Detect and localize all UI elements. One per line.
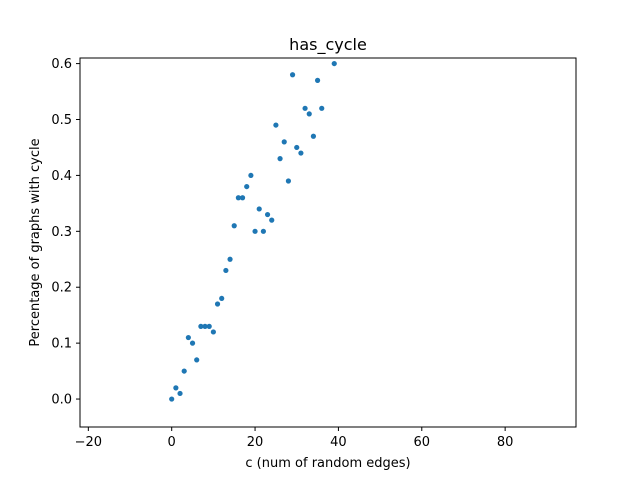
- data-point: [181, 368, 187, 374]
- data-point: [252, 228, 258, 234]
- data-point: [169, 396, 175, 402]
- plot-frame: [79, 57, 577, 428]
- data-point: [198, 323, 204, 329]
- data-point: [173, 385, 179, 391]
- x-tick-label: 20: [247, 435, 264, 450]
- data-point: [269, 217, 275, 223]
- data-point: [248, 172, 254, 179]
- x-tick-label: 0: [168, 435, 176, 450]
- data-point: [202, 323, 208, 329]
- data-point: [260, 228, 266, 234]
- data-point: [239, 195, 246, 201]
- data-point: [273, 122, 279, 128]
- data-point: [294, 144, 300, 151]
- data-point: [289, 72, 296, 78]
- x-tick-label: 40: [330, 435, 347, 450]
- x-tick-label: 60: [414, 435, 431, 450]
- data-point: [223, 267, 229, 274]
- data-point: [210, 329, 216, 335]
- data-point: [256, 206, 262, 212]
- data-point: [227, 256, 233, 262]
- data-point: [206, 323, 212, 329]
- data-point: [298, 150, 304, 156]
- data-point: [314, 77, 321, 83]
- data-point: [177, 390, 183, 397]
- data-point: [264, 211, 271, 218]
- y-tick-label: 0.5: [51, 113, 72, 128]
- y-axis-label: Percentage of graphs with cycle: [28, 138, 43, 346]
- data-point: [214, 301, 221, 307]
- y-tick-label: 0.4: [51, 169, 72, 184]
- data-point: [306, 111, 312, 117]
- y-tick-label: 0.3: [51, 225, 72, 240]
- data-point: [310, 133, 317, 139]
- y-tick-label: 0.1: [51, 337, 72, 352]
- data-point: [285, 178, 292, 184]
- data-point: [194, 357, 200, 363]
- data-point: [185, 334, 191, 341]
- data-point: [302, 105, 308, 111]
- x-axis-label: c (num of random edges): [245, 456, 410, 471]
- data-point: [189, 340, 196, 346]
- data-point: [219, 295, 225, 302]
- chart-title: has_cycle: [289, 35, 367, 55]
- y-tick-label: 0.0: [51, 393, 72, 408]
- data-point: [319, 105, 325, 111]
- x-tick-label: 80: [497, 435, 514, 450]
- data-point: [281, 139, 287, 145]
- data-points: [169, 60, 337, 402]
- y-tick-label: 0.2: [51, 281, 72, 296]
- y-tick-label: 0.6: [51, 57, 72, 72]
- data-point: [277, 156, 283, 162]
- data-point: [331, 60, 337, 67]
- x-axis: −20 0 20 40 60 80: [75, 427, 514, 450]
- data-point: [244, 183, 250, 190]
- y-axis: 0.0 0.1 0.2 0.3 0.4 0.5 0.6: [51, 57, 80, 408]
- x-tick-label: −20: [75, 435, 102, 450]
- data-point: [235, 195, 241, 201]
- data-point: [231, 223, 237, 229]
